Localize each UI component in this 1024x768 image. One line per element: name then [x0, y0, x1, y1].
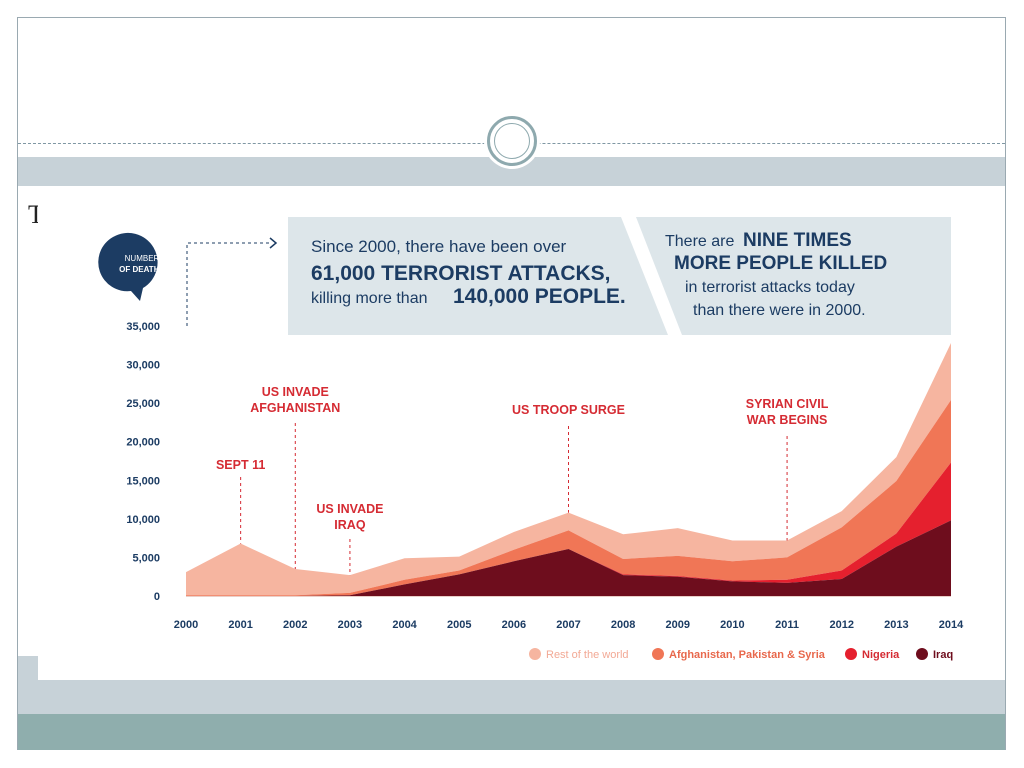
x-tick-label: 2008: [611, 619, 635, 631]
annotation-label: US TROOP SURGE: [512, 403, 625, 417]
legend-swatch: [845, 648, 857, 660]
x-tick-label: 2005: [447, 619, 471, 631]
y-tick-label: 10,000: [126, 514, 160, 526]
callout-left-line1: Since 2000, there have been over: [311, 237, 567, 256]
annotation-label: US INVADE: [316, 502, 383, 516]
callout-right-line4: than there were in 2000.: [693, 302, 866, 319]
slide-footer-band: [18, 680, 1005, 714]
callout-panel-left: [288, 217, 668, 335]
annotation-label: AFGHANISTAN: [250, 401, 340, 415]
y-tick-label: 0: [154, 591, 160, 603]
badge-line2: OF DEATHS: [119, 265, 165, 274]
x-tick-label: 2006: [502, 619, 526, 631]
x-tick-label: 2014: [939, 619, 964, 631]
callout-left-line3b: 140,000 PEOPLE.: [453, 285, 626, 308]
x-tick-label: 2012: [829, 619, 853, 631]
annotation-label: IRAQ: [334, 518, 366, 532]
x-tick-label: 2007: [556, 619, 580, 631]
callout-panel-right: [636, 217, 951, 335]
callout-left-line3a: killing more than: [311, 290, 428, 307]
callout-right-line3: in terrorist attacks today: [685, 279, 855, 296]
y-tick-label: 15,000: [126, 475, 160, 487]
area-series-rest-of-the-world: [186, 342, 951, 596]
slide-left-strip: [18, 186, 38, 656]
chart-svg: Since 2000, there have been over 61,000 …: [98, 217, 964, 661]
legend-swatch: [529, 648, 541, 660]
callout-right-line2: MORE PEOPLE KILLED: [674, 253, 887, 274]
plot-area: 0 5,000 10,000 15,000 20,000 25,000 30,000 35,0…: [126, 321, 964, 661]
slide-footer-bottom-band: [18, 714, 1005, 750]
x-tick-label: 2002: [283, 619, 307, 631]
number-of-deaths-badge-icon: [98, 232, 158, 301]
legend-label: Iraq: [933, 649, 953, 661]
callout-left-line2: 61,000 TERRORIST ATTACKS,: [311, 262, 611, 285]
y-tick-label: 25,000: [126, 398, 160, 410]
slide-ornament-inner-ring: [494, 123, 530, 159]
x-tick-label: 2000: [174, 619, 198, 631]
annotation-label: US INVADE: [262, 385, 329, 399]
x-tick-label: 2010: [720, 619, 744, 631]
legend-label: Afghanistan, Pakistan & Syria: [669, 649, 826, 661]
legend-swatch: [652, 648, 664, 660]
y-tick-label: 35,000: [126, 321, 160, 333]
callout-right-line1a: There are: [665, 233, 734, 250]
slide-left-strip-band: [18, 656, 38, 680]
badge-connector-arrow-icon: [269, 237, 278, 249]
x-tick-label: 2009: [666, 619, 690, 631]
badge-connector-line: [186, 242, 271, 326]
badge-line1: NUMBER: [125, 254, 160, 263]
area-series-iraq: [186, 520, 951, 596]
legend-label: Nigeria: [862, 649, 900, 661]
x-tick-label: 2001: [228, 619, 252, 631]
y-tick-label: 5,000: [132, 552, 160, 564]
y-tick-label: 20,000: [126, 437, 160, 449]
x-tick-label: 2011: [775, 619, 799, 631]
terrorism-deaths-infographic: Since 2000, there have been over 61,000 …: [38, 186, 1005, 680]
annotation-label: WAR BEGINS: [747, 413, 828, 427]
legend-label: Rest of the world: [546, 649, 629, 661]
legend-swatch: [916, 648, 928, 660]
annotation-label: SEPT 11: [216, 458, 265, 472]
x-tick-label: 2013: [884, 619, 908, 631]
x-tick-label: 2003: [338, 619, 362, 631]
x-tick-label: 2004: [392, 619, 417, 631]
annotation-label: SYRIAN CIVIL: [746, 397, 829, 411]
callout-right-line1b: NINE TIMES: [743, 230, 852, 251]
y-tick-label: 30,000: [126, 360, 160, 372]
